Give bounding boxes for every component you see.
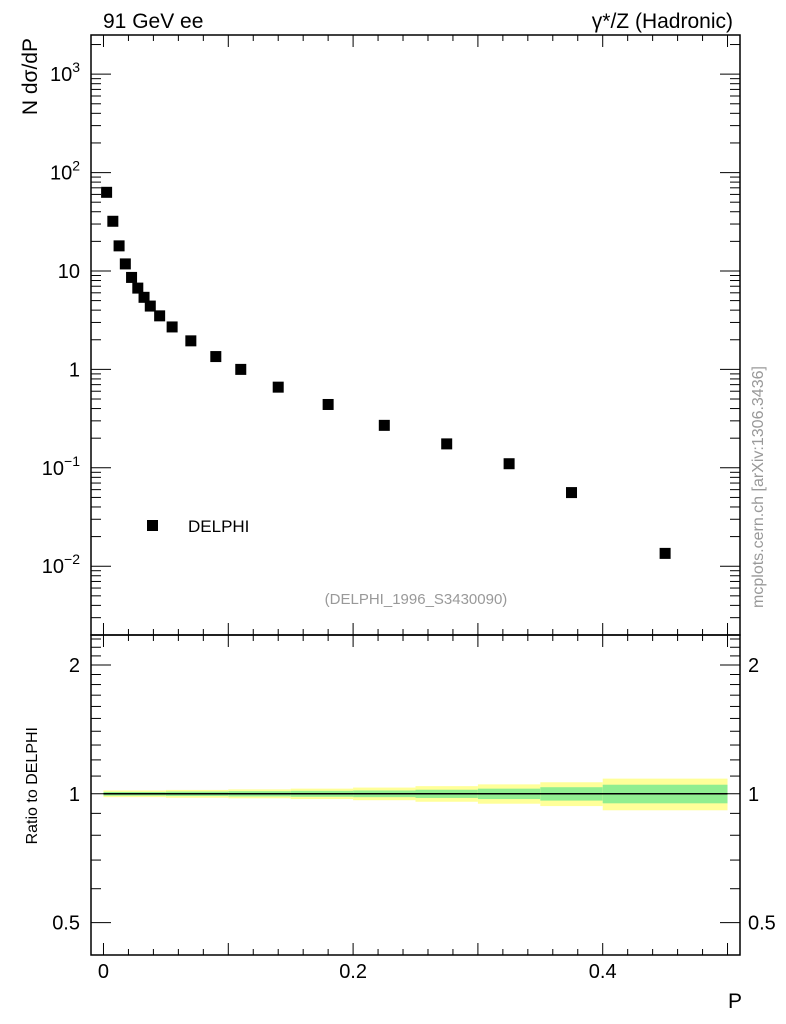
x-tick-label-2: 0.4 <box>589 961 617 983</box>
data-point-8 <box>154 310 166 322</box>
x-tick-label-0: 0 <box>98 961 109 983</box>
data-point-16 <box>441 438 453 450</box>
data-point-4 <box>126 271 138 283</box>
data-point-5 <box>132 282 144 294</box>
data-point-3 <box>119 258 131 270</box>
data-point-0 <box>101 186 113 198</box>
source-label: mcplots.cern.ch [arXiv:1306.3436] <box>750 366 767 608</box>
y-tick-label-0: 103 <box>50 59 80 86</box>
y-tick-label-3: 1 <box>69 359 80 381</box>
legend-label: DELPHI <box>188 517 249 536</box>
data-point-14 <box>322 398 334 410</box>
y-tick-label-5: 10−2 <box>42 551 80 578</box>
y-tick-label-4: 10−1 <box>42 453 80 480</box>
ratio-ylabel: Ratio to DELPHI <box>24 727 41 844</box>
energy-label: 91 GeV ee <box>103 10 203 33</box>
ratio-y-tick-label-left-0: 2 <box>69 655 80 677</box>
data-point-2 <box>113 240 125 252</box>
data-points <box>101 186 671 559</box>
ratio-y-tick-label-right-0: 2 <box>748 655 759 677</box>
analysis-label: (DELPHI_1996_S3430090) <box>325 591 508 608</box>
xlabel: P <box>728 990 742 1013</box>
ratio-y-tick-label-left-2: 0.5 <box>52 913 80 935</box>
data-point-13 <box>272 381 284 393</box>
ratio-y-tick-label-left-1: 1 <box>69 784 80 806</box>
x-tick-label-1: 0.2 <box>339 961 367 983</box>
data-point-19 <box>659 547 671 559</box>
data-point-11 <box>210 351 222 363</box>
ratio-y-tick-label-right-2: 0.5 <box>748 913 776 935</box>
ratio-frame <box>90 634 741 956</box>
ratio-y-tick-label-right-1: 1 <box>748 784 759 806</box>
y-tick-label-2: 10 <box>58 261 80 283</box>
axis-ticks <box>91 35 740 955</box>
data-point-9 <box>166 321 178 333</box>
data-point-18 <box>566 487 578 499</box>
data-point-12 <box>235 363 247 375</box>
data-point-1 <box>107 215 119 227</box>
main-frame <box>90 34 741 636</box>
data-point-7 <box>144 300 156 312</box>
legend-marker <box>147 520 158 531</box>
y-tick-label-1: 102 <box>50 158 80 185</box>
data-point-10 <box>185 335 197 347</box>
main-ylabel: N dσ/dP <box>19 38 42 115</box>
process-label: γ*/Z (Hadronic) <box>592 10 733 33</box>
data-point-6 <box>138 291 150 303</box>
data-point-15 <box>378 419 390 431</box>
data-point-17 <box>503 458 515 470</box>
